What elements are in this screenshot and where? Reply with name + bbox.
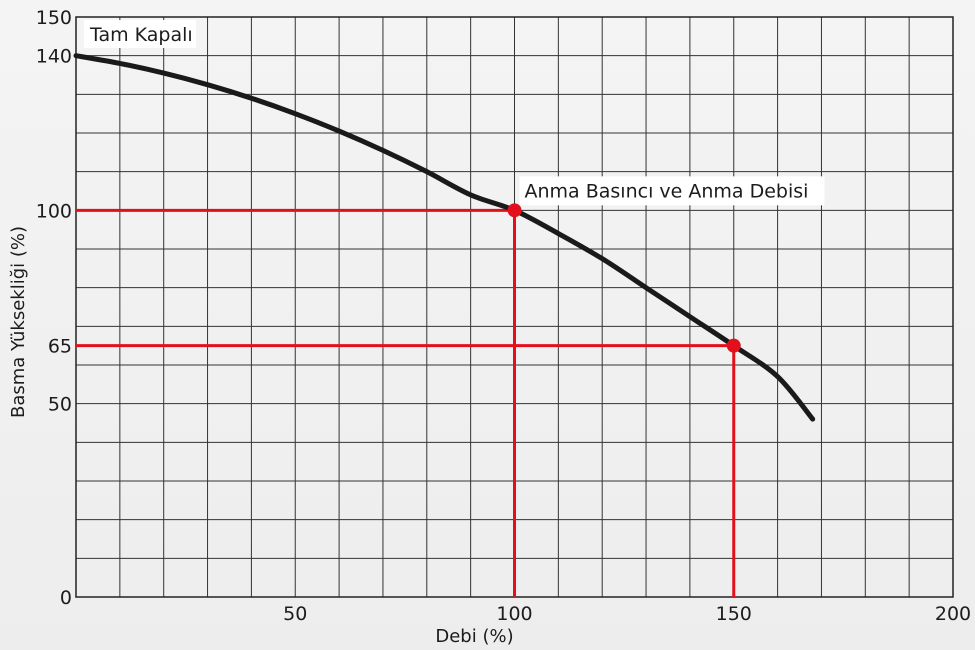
reference-point-marker	[507, 203, 522, 218]
x-tick-label: 150	[716, 603, 752, 625]
y-tick-label: 150	[36, 7, 72, 29]
y-tick-label: 100	[36, 200, 72, 222]
y-tick-label: 140	[36, 46, 72, 68]
annotation-tam-kapali: Tam Kapalı	[89, 24, 193, 46]
y-tick-label: 65	[48, 336, 72, 358]
reference-points	[507, 203, 741, 353]
reference-label-background	[519, 176, 825, 206]
reference-point-marker	[726, 338, 741, 353]
y-tick-label: 50	[48, 394, 72, 416]
y-tick-label: 0	[60, 587, 72, 609]
x-tick-label: 50	[283, 603, 307, 625]
x-tick-label: 200	[935, 603, 971, 625]
x-tick-label: 100	[496, 603, 532, 625]
reference-point-label: Anma Basıncı ve Anma Debisi	[525, 180, 809, 202]
y-axis-title: Basma Yüksekliği (%)	[8, 226, 29, 418]
annotation-background	[84, 20, 196, 48]
series-line	[73, 53, 816, 422]
reference-lines	[76, 208, 736, 597]
x-axis-title: Debi (%)	[435, 626, 513, 647]
tick-labels: 50 100 150 200 0 50 65 100 140 150	[36, 7, 971, 625]
